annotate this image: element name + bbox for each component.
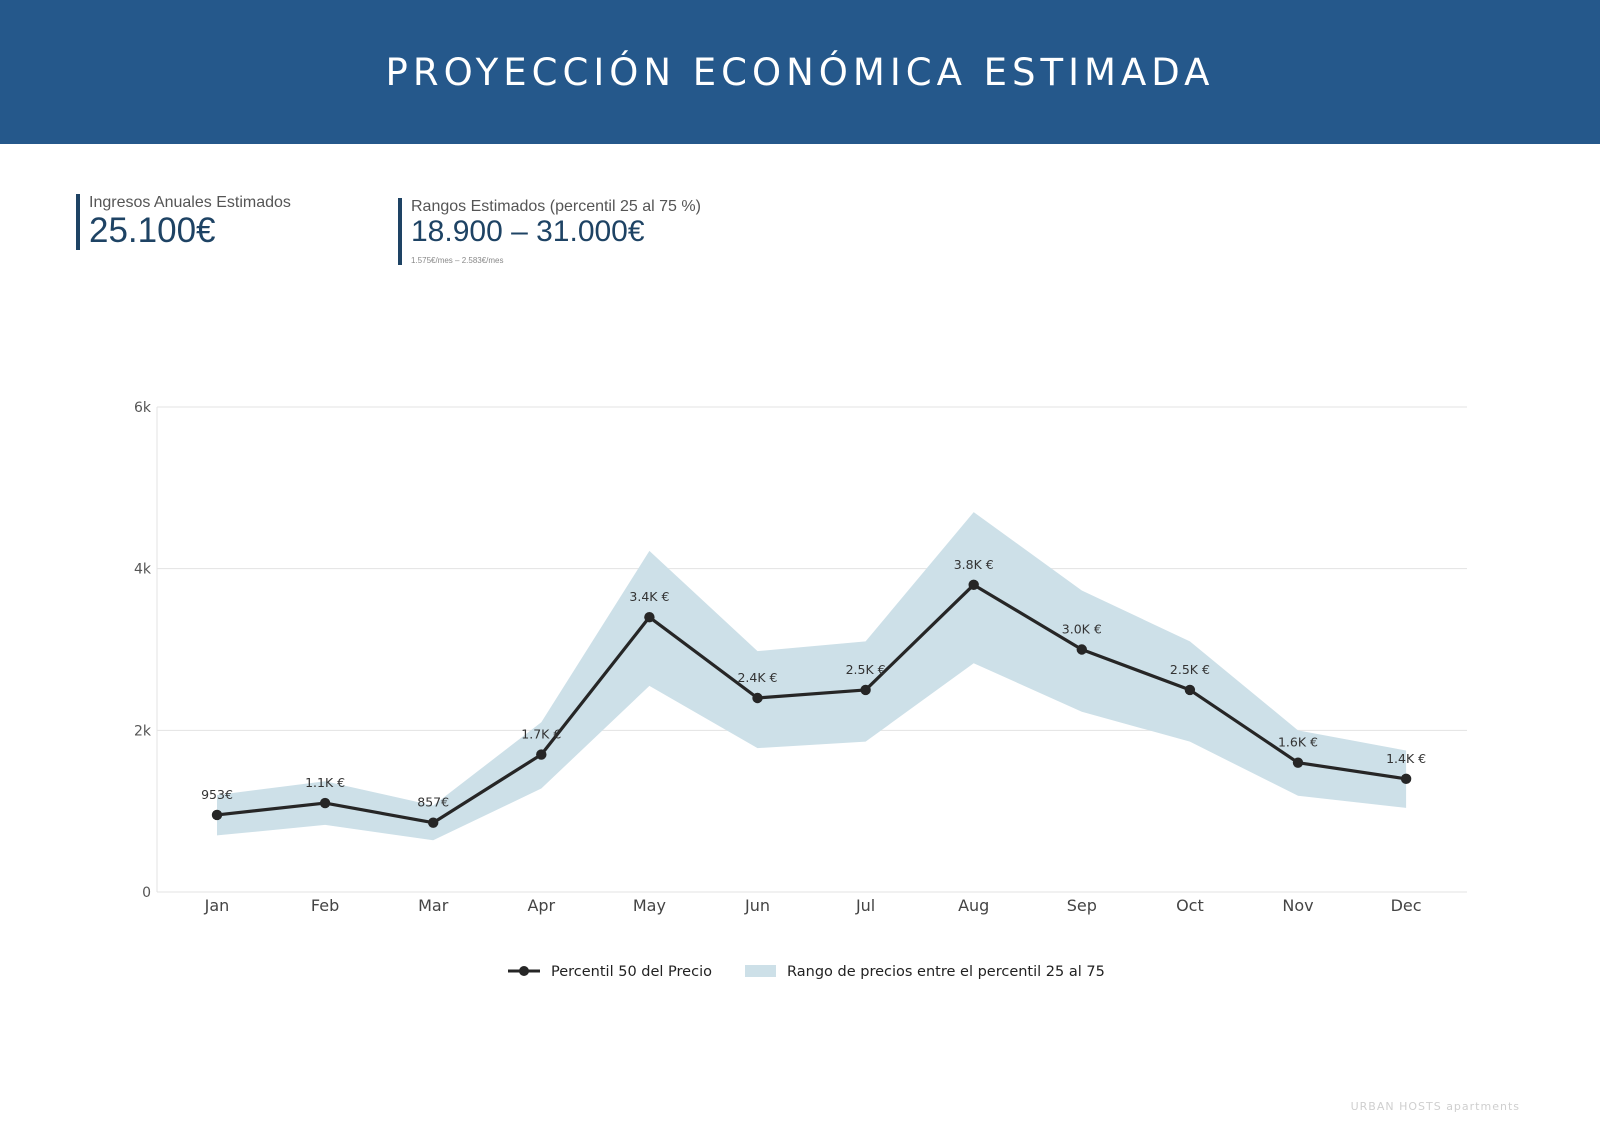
kpi-estimated-range-label: Rangos Estimados (percentil 25 al 75 %) bbox=[411, 198, 701, 215]
kpi-annual-income-value: 25.100€ bbox=[89, 211, 216, 250]
header-banner: PROYECCIÓN ECONÓMICA ESTIMADA bbox=[0, 0, 1600, 144]
data-label-aug: 3.8K € bbox=[954, 557, 994, 572]
x-tick-label-sep: Sep bbox=[1067, 896, 1097, 915]
data-label-sep: 3.0K € bbox=[1062, 622, 1102, 637]
legend-median-label: Percentil 50 del Precio bbox=[551, 964, 712, 980]
x-tick-label-may: May bbox=[633, 896, 666, 915]
x-tick-label-mar: Mar bbox=[418, 896, 449, 915]
kpi-annual-income: Ingresos Anuales Estimados 25.100€ bbox=[76, 194, 291, 250]
median-point-jun bbox=[752, 692, 763, 704]
x-tick-label-apr: Apr bbox=[527, 896, 555, 915]
median-point-nov bbox=[1292, 757, 1304, 768]
x-tick-label-feb: Feb bbox=[311, 896, 339, 915]
data-label-mar: 857€ bbox=[417, 795, 449, 810]
x-tick-label-jan: Jan bbox=[204, 896, 230, 915]
y-tick-label: 4k bbox=[134, 562, 152, 578]
y-tick-label: 6k bbox=[134, 400, 152, 416]
kpi-estimated-range-value: 18.900 – 31.000€ bbox=[411, 215, 645, 248]
median-point-oct bbox=[1184, 684, 1196, 696]
legend-band-swatch bbox=[745, 965, 776, 977]
x-tick-label-jun: Jun bbox=[744, 896, 770, 915]
x-tick-label-nov: Nov bbox=[1282, 896, 1313, 915]
median-point-sep bbox=[1076, 644, 1088, 655]
median-point-jan bbox=[211, 809, 223, 821]
data-label-dec: 1.4K € bbox=[1386, 751, 1426, 766]
kpi-annual-income-label: Ingresos Anuales Estimados bbox=[89, 194, 291, 211]
data-label-nov: 1.6K € bbox=[1278, 735, 1318, 750]
median-price-line bbox=[216, 583, 1407, 825]
median-point-feb bbox=[319, 797, 331, 809]
kpi-estimated-range-monthly: 1.575€/mes – 2.583€/mes bbox=[411, 256, 504, 265]
legend-band-label: Rango de precios entre el percentil 25 a… bbox=[787, 964, 1105, 980]
data-label-apr: 1.7K € bbox=[521, 727, 561, 742]
footer-brand: URBAN HOSTS apartments bbox=[1350, 1100, 1520, 1113]
median-point-may bbox=[644, 611, 655, 623]
page-title: PROYECCIÓN ECONÓMICA ESTIMADA bbox=[385, 50, 1215, 94]
legend-point-swatch bbox=[519, 966, 529, 976]
x-tick-label-jul: Jul bbox=[855, 896, 875, 915]
x-tick-label-dec: Dec bbox=[1391, 896, 1422, 915]
kpi-estimated-range: Rangos Estimados (percentil 25 al 75 %) … bbox=[398, 198, 701, 265]
data-label-may: 3.4K € bbox=[629, 589, 669, 604]
median-point-dec bbox=[1400, 773, 1412, 785]
median-point-apr bbox=[536, 749, 547, 760]
x-tick-label-oct: Oct bbox=[1176, 896, 1204, 915]
data-label-oct: 2.5K € bbox=[1170, 662, 1210, 677]
data-label-jun: 2.4K € bbox=[737, 670, 777, 685]
y-tick-label: 0 bbox=[142, 885, 151, 901]
data-label-jul: 2.5K € bbox=[846, 662, 886, 677]
x-tick-label-aug: Aug bbox=[958, 896, 989, 915]
median-point-aug bbox=[968, 579, 979, 591]
data-label-jan: 953€ bbox=[201, 787, 233, 802]
data-label-feb: 1.1K € bbox=[305, 775, 345, 790]
median-point-mar bbox=[428, 817, 439, 828]
y-tick-label: 2k bbox=[134, 723, 152, 739]
percentile-range-band bbox=[217, 512, 1407, 841]
median-point-jul bbox=[860, 684, 871, 696]
